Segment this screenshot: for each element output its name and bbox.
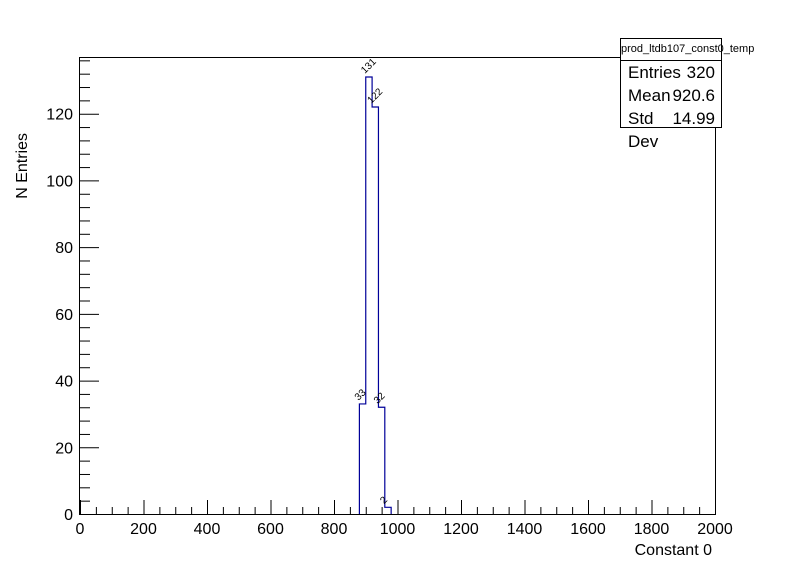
histogram-bin	[366, 77, 372, 514]
x-tick-label: 0	[76, 521, 85, 538]
x-tick-label: 400	[194, 521, 221, 538]
histogram-bin	[385, 507, 391, 514]
plot-frame	[79, 57, 716, 515]
x-tick-label: 1200	[443, 521, 479, 538]
histogram-outline	[358, 76, 392, 514]
y-tick-label: 0	[64, 507, 73, 524]
x-axis-label: Constant 0	[635, 542, 712, 559]
y-tick-label: 100	[46, 173, 73, 190]
y-tick-label: 20	[55, 440, 73, 457]
stats-row-mean: Mean 920.6	[621, 84, 721, 107]
x-tick-label: 1000	[380, 521, 416, 538]
stats-row-stddev: Std Dev 14.99	[621, 107, 721, 151]
x-tick-label: 200	[130, 521, 157, 538]
y-tick-label: 80	[55, 240, 73, 257]
stats-row-entries: Entries 320	[621, 61, 721, 84]
x-tick-label: 2000	[697, 521, 733, 538]
bin-count-label: 32	[372, 390, 388, 406]
bin-count-label: 131	[359, 56, 379, 76]
stats-value: 920.6	[672, 86, 715, 105]
histogram-bin	[359, 404, 365, 514]
stats-value: 320	[686, 63, 715, 82]
x-tick-label: 800	[321, 521, 348, 538]
stats-label: Mean	[628, 86, 671, 105]
stats-box: prod_ltdb107_const0_temp Entries 320 Mea…	[620, 38, 754, 151]
y-tick-label: 60	[55, 307, 73, 324]
y-tick-label: 40	[55, 374, 73, 391]
x-tick-label: 1800	[634, 521, 670, 538]
histogram-bin	[372, 107, 378, 514]
bin-count-label: 33	[353, 387, 369, 403]
y-axis-label: N Entries	[14, 133, 31, 199]
stats-label: Std Dev	[628, 109, 659, 151]
x-tick-label: 1400	[507, 521, 543, 538]
y-tick-label: 120	[46, 107, 73, 124]
x-tick-label: 1600	[570, 521, 606, 538]
x-tick-label: 600	[257, 521, 284, 538]
stats-value: 14.99	[672, 109, 715, 128]
axis-ticks: 0 200 400 600 800 1000 1200 1400 1600 1800 2000 0 20…	[46, 60, 733, 538]
histogram-bars	[358, 76, 392, 514]
bin-count-label: 122	[366, 86, 386, 106]
stats-label: Entries	[628, 63, 681, 82]
stats-title: prod_ltdb107_const0_temp	[621, 39, 754, 61]
